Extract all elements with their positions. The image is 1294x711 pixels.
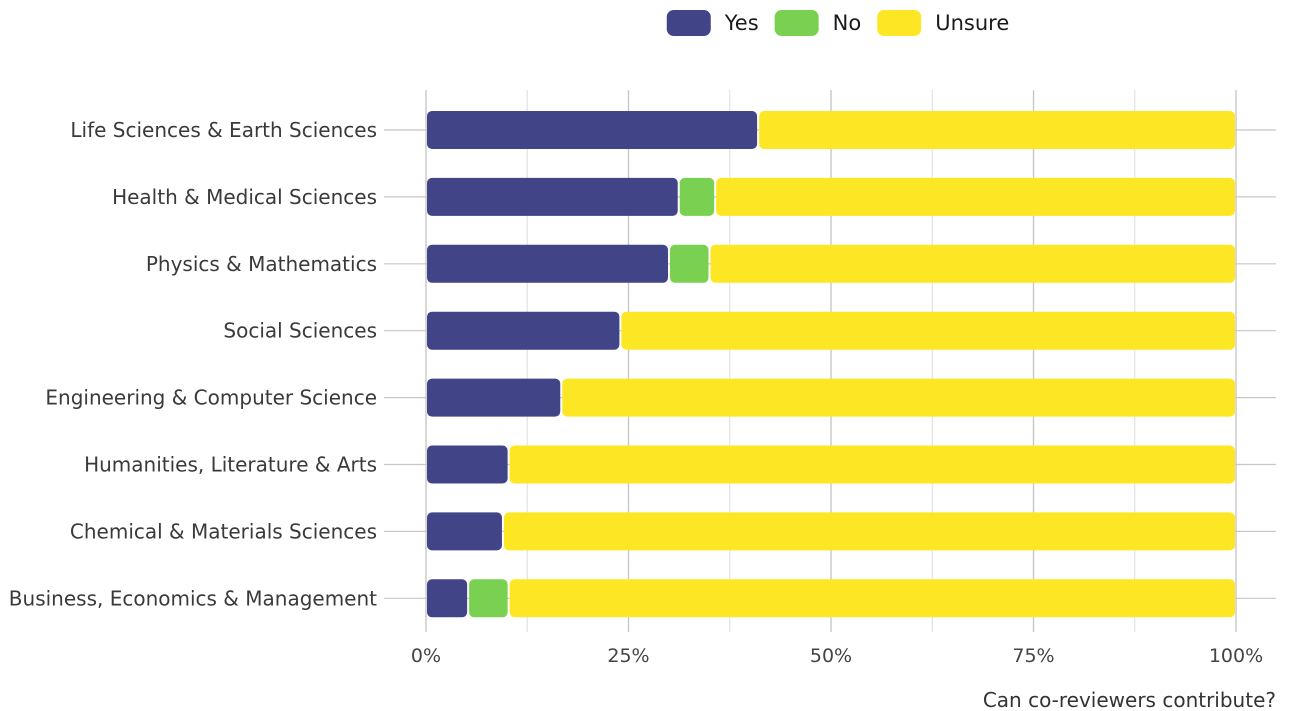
legend-label: No xyxy=(833,11,862,35)
bar-unsure xyxy=(509,579,1235,618)
category-label: Life Sciences & Earth Sciences xyxy=(70,118,377,142)
bar-yes xyxy=(427,244,668,283)
bar-unsure xyxy=(562,378,1235,417)
bar-yes xyxy=(427,579,468,618)
bar-no xyxy=(679,177,715,216)
x-tick-labels: 0% 25% 50% 75% 100% xyxy=(411,645,1263,667)
legend: Yes No Unsure xyxy=(666,10,1009,36)
legend-item: Unsure xyxy=(877,10,1009,36)
category-label: Social Sciences xyxy=(223,319,377,343)
legend-swatch xyxy=(877,10,922,36)
bar-yes xyxy=(427,177,678,216)
bar-unsure xyxy=(509,445,1235,484)
bar-yes xyxy=(427,311,620,350)
legend-swatch xyxy=(774,10,819,36)
x-axis-title: Can co-reviewers contribute? xyxy=(983,688,1276,711)
bar-yes xyxy=(427,445,508,484)
category-label: Business, Economics & Management xyxy=(9,586,377,610)
legend-label: Unsure xyxy=(935,11,1009,35)
category-label: Physics & Mathematics xyxy=(146,252,377,276)
bar-unsure xyxy=(759,111,1235,149)
category-label: Chemical & Materials Sciences xyxy=(70,519,377,543)
bar-yes xyxy=(427,512,502,551)
bar-yes xyxy=(427,111,758,149)
x-tick-label: 0% xyxy=(411,645,441,667)
legend-label: Yes xyxy=(724,11,759,35)
bar-unsure xyxy=(621,311,1235,350)
bars xyxy=(427,111,1235,618)
bar-unsure xyxy=(716,177,1235,216)
category-labels: Life Sciences & Earth Sciences Health & M… xyxy=(9,118,377,610)
bar-unsure xyxy=(503,512,1235,551)
x-tick-label: 50% xyxy=(810,645,852,667)
gridlines xyxy=(384,90,1276,632)
legend-item: Yes xyxy=(666,10,759,36)
category-label: Humanities, Literature & Arts xyxy=(84,453,377,477)
x-tick-label: 25% xyxy=(607,645,649,667)
legend-item: No xyxy=(774,10,862,36)
x-tick-label: 75% xyxy=(1012,645,1054,667)
bar-no xyxy=(670,244,709,283)
x-tick-label: 100% xyxy=(1209,645,1263,667)
category-label: Engineering & Computer Science xyxy=(45,386,377,410)
category-label: Health & Medical Sciences xyxy=(112,185,377,209)
legend-swatch xyxy=(666,10,711,36)
bar-yes xyxy=(427,378,561,417)
bar-no xyxy=(469,579,508,618)
bar-unsure xyxy=(710,244,1235,283)
